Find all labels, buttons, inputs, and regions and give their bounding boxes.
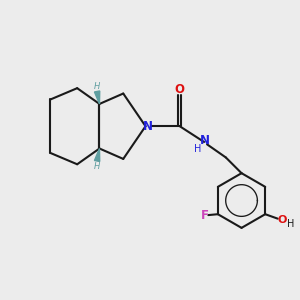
Text: O: O bbox=[277, 215, 286, 225]
Text: N: N bbox=[143, 120, 153, 133]
Text: H: H bbox=[286, 219, 294, 229]
Text: O: O bbox=[175, 82, 185, 96]
Text: H: H bbox=[94, 162, 100, 171]
Polygon shape bbox=[94, 91, 100, 104]
Text: N: N bbox=[200, 134, 210, 147]
Text: H: H bbox=[94, 82, 100, 91]
Text: F: F bbox=[200, 208, 208, 222]
Text: H: H bbox=[194, 143, 201, 154]
Polygon shape bbox=[94, 148, 100, 161]
